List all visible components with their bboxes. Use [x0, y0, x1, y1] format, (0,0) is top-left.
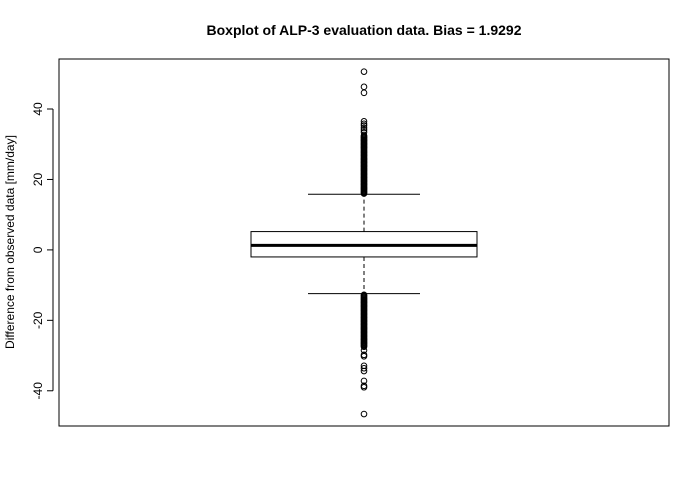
outlier-point [360, 367, 368, 375]
outlier-point [360, 120, 368, 128]
y-tick-label: 40 [31, 102, 45, 116]
outlier-point [360, 352, 368, 360]
y-tick-label: -40 [31, 382, 45, 400]
outlier-point [360, 410, 368, 418]
outlier-point [360, 377, 368, 385]
outlier-point [360, 89, 368, 97]
outlier-point [360, 383, 368, 391]
y-tick-label: -20 [31, 311, 45, 329]
box-group [250, 193, 478, 295]
y-axis: -40 -20 0 20 40 [31, 102, 54, 400]
y-axis-label: Difference from observed data [mm/day] [3, 135, 17, 349]
outlier-point [360, 83, 368, 91]
outlier-point [360, 126, 368, 134]
y-tick-label: 20 [31, 172, 45, 186]
y-tick-label: 0 [31, 246, 45, 253]
outlier-point [360, 124, 368, 132]
chart-title: Boxplot of ALP-3 evaluation data. Bias =… [207, 22, 522, 38]
plot-frame [58, 58, 670, 427]
outlier-point [360, 68, 368, 75]
outlier-point [360, 291, 368, 299]
outlier-point [360, 122, 368, 129]
outlier-point [360, 364, 368, 372]
outlier-point [360, 118, 368, 125]
outlier-point [360, 128, 368, 136]
outlier-group [360, 68, 368, 418]
